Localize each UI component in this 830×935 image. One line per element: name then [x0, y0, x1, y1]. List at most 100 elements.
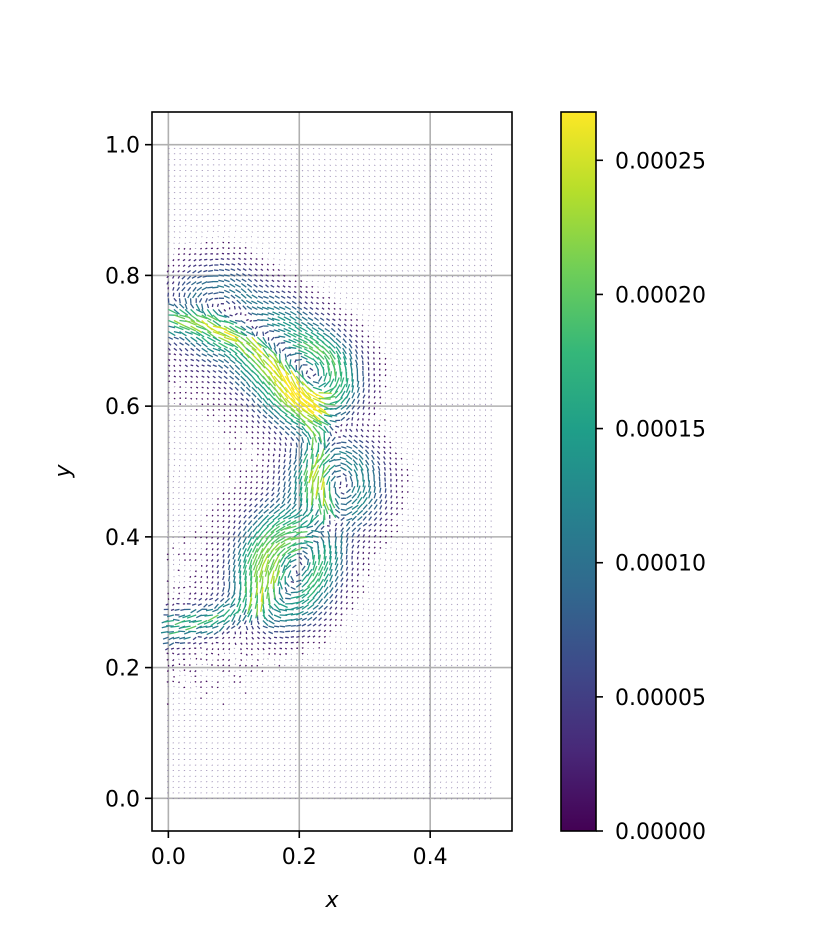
quiver-arrow: [168, 319, 179, 325]
quiver-arrow: [310, 331, 319, 338]
quiver-arrow: [183, 292, 186, 298]
quiver-arrow: [356, 686, 358, 689]
quiver-arrow: [340, 607, 343, 610]
quiver-arrow: [368, 535, 371, 538]
quiver-arrow: [246, 214, 248, 216]
quiver-arrow: [362, 664, 364, 667]
quiver-arrow: [173, 381, 176, 384]
quiver-arrow: [233, 720, 236, 722]
quiver-arrow: [328, 341, 336, 349]
quiver-arrow: [401, 648, 403, 650]
quiver-arrow: [362, 562, 365, 566]
quiver-arrow: [346, 259, 348, 261]
quiver-arrow: [278, 686, 280, 689]
quiver-arrow: [318, 605, 324, 610]
quiver-arrow: [329, 332, 336, 338]
quiver-arrow: [218, 279, 225, 283]
quiver-arrow: [390, 259, 393, 261]
quiver-arrow: [286, 353, 292, 358]
quiver-arrow: [356, 659, 358, 661]
quiver-arrow: [385, 559, 387, 561]
quiver-arrow: [229, 425, 232, 428]
quiver-arrow: [261, 697, 264, 700]
quiver-arrow: [301, 203, 304, 205]
quiver-arrow: [280, 342, 286, 344]
quiver-arrow: [283, 770, 286, 772]
quiver-arrow: [307, 397, 320, 408]
quiver-arrow: [373, 522, 378, 527]
quiver-arrow: [328, 296, 331, 299]
quiver-arrow: [328, 775, 330, 778]
quiver-arrow: [367, 340, 370, 344]
quiver-arrow: [307, 392, 322, 401]
quiver-arrow: [396, 170, 398, 172]
quiver-arrow: [351, 385, 355, 393]
quiver-arrow: [295, 703, 297, 705]
quiver-arrow: [307, 264, 309, 267]
quiver-arrow: [284, 442, 287, 447]
quiver-arrow: [184, 330, 193, 335]
quiver-arrow: [252, 525, 258, 533]
quiver-arrow: [356, 736, 358, 739]
quiver-arrow: [362, 687, 364, 689]
quiver-arrow: [278, 786, 280, 789]
quiver-arrow: [229, 397, 233, 401]
quiver-arrow: [227, 525, 231, 529]
quiver-arrow: [350, 698, 353, 700]
quiver-arrow: [379, 147, 382, 150]
quiver-arrow: [282, 279, 286, 283]
quiver-arrow: [340, 181, 343, 183]
quiver-arrow: [301, 598, 310, 605]
quiver-arrow: [365, 445, 370, 449]
quiver-arrow: [240, 386, 246, 392]
quiver-arrow: [373, 642, 375, 645]
quiver-arrow: [315, 487, 320, 500]
quiver-arrow: [257, 192, 259, 194]
quiver-arrow: [323, 147, 326, 150]
quiver-arrow: [353, 469, 359, 477]
quiver-arrow: [300, 714, 303, 717]
quiver-arrow: [273, 431, 277, 435]
quiver-arrow: [362, 225, 365, 228]
quiver-arrow: [251, 536, 258, 547]
quiver-arrow: [265, 284, 269, 288]
quiver-arrow: [301, 397, 317, 409]
quiver-arrow: [275, 290, 280, 294]
quiver-arrow: [261, 747, 264, 750]
quiver-arrow: [372, 742, 375, 744]
quiver-arrow: [394, 462, 398, 466]
quiver-arrow: [255, 481, 258, 484]
quiver-arrow: [333, 759, 336, 761]
quiver-arrow: [173, 409, 176, 411]
quiver-arrow: [300, 692, 303, 694]
quiver-arrow: [213, 603, 219, 610]
quiver-arrow: [340, 466, 347, 472]
quiver-arrow: [290, 381, 303, 398]
quiver-arrow: [233, 725, 236, 728]
quiver-arrow: [335, 264, 337, 266]
quiver-arrow: [227, 559, 231, 565]
quiver-arrow: [268, 209, 270, 211]
quiver-arrow: [299, 561, 303, 566]
quiver-arrow: [376, 450, 381, 455]
quiver-arrow: [340, 536, 343, 543]
quiver-arrow: [317, 759, 319, 761]
quiver-arrow: [343, 328, 347, 333]
quiver-arrow: [211, 564, 214, 568]
quiver-arrow: [172, 275, 175, 279]
quiver-arrow: [222, 608, 231, 618]
quiver-arrow: [305, 459, 309, 468]
quiver-arrow: [290, 197, 293, 200]
quiver-arrow: [261, 547, 270, 560]
quiver-arrow: [267, 681, 269, 683]
quiver-arrow: [306, 572, 314, 582]
quiver-arrow: [256, 375, 264, 385]
quiver-arrow: [260, 492, 264, 496]
quiver-arrow: [395, 473, 398, 477]
quiver-arrow: [379, 499, 383, 505]
quiver-arrow: [357, 203, 359, 205]
quiver-arrow: [334, 522, 338, 527]
quiver-arrow: [318, 635, 321, 638]
quiver-arrow: [192, 636, 197, 641]
quiver-arrow: [188, 553, 191, 556]
